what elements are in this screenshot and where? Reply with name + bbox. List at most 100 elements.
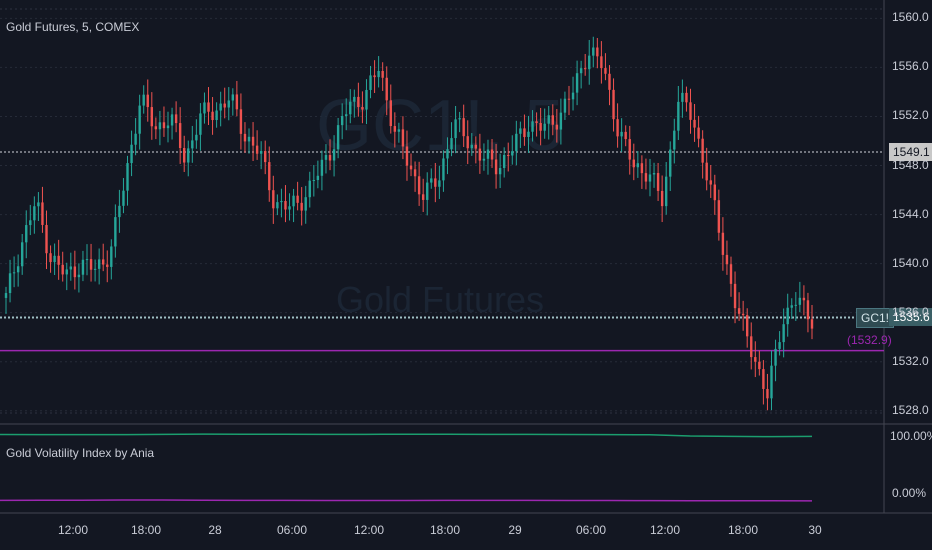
candle-body: [280, 200, 283, 203]
candle-body: [215, 110, 218, 121]
candle-body: [142, 94, 145, 106]
candle-body: [421, 194, 425, 200]
candle-body: [474, 144, 478, 149]
candle-body: [122, 190, 125, 206]
candle-body: [782, 324, 785, 343]
indicator-tick: 100.00%: [890, 429, 932, 443]
candlestick-series[interactable]: [4, 36, 814, 411]
time-tick: 18:00: [728, 523, 759, 537]
candle-body: [150, 107, 154, 127]
candle-body: [648, 174, 652, 182]
indicator-tick: 0.00%: [892, 486, 927, 500]
candle-body: [575, 73, 579, 93]
candle-body: [620, 131, 623, 137]
candle-body: [110, 246, 113, 267]
candle-body: [434, 178, 437, 187]
candle-body: [114, 217, 117, 247]
crosshair-price-label: 1549.1: [889, 143, 932, 161]
candle-body: [446, 149, 449, 159]
candle-body: [697, 127, 700, 139]
candle-body: [430, 178, 433, 183]
candle-body: [357, 96, 360, 108]
time-tick: 18:00: [430, 523, 461, 537]
candle-body: [312, 180, 316, 182]
time-tick: 28: [208, 523, 222, 537]
candle-body: [53, 255, 56, 263]
candle-body: [65, 269, 68, 275]
candle-body: [340, 116, 344, 126]
candle-body: [288, 206, 291, 210]
candle-body: [195, 134, 198, 141]
candle-body: [498, 168, 502, 175]
candle-body: [413, 169, 417, 177]
candle-body: [794, 304, 797, 306]
candle-body: [583, 68, 587, 70]
candle-body: [25, 225, 28, 243]
candle-body: [527, 131, 530, 138]
candle-body: [106, 264, 109, 267]
candle-body: [709, 180, 712, 185]
candle-body: [604, 68, 607, 74]
candle-body: [381, 70, 384, 78]
candle-body: [239, 109, 243, 134]
volatility-indicator[interactable]: [0, 433, 813, 502]
candle-body: [332, 149, 336, 161]
candle-body: [612, 89, 615, 120]
candle-body: [636, 163, 640, 168]
time-tick: 30: [808, 523, 822, 537]
candle-body: [790, 305, 793, 308]
candle-body: [640, 163, 644, 174]
time-tick: 12:00: [58, 523, 89, 537]
candle-body: [211, 111, 214, 121]
candle-body: [762, 369, 765, 389]
candle-body: [393, 126, 397, 132]
symbol-tag: GC1!: [856, 308, 895, 328]
candle-body: [628, 139, 631, 160]
candle-body: [37, 202, 40, 207]
time-tick: 06:00: [277, 523, 308, 537]
candle-body: [656, 173, 660, 191]
candle-body: [689, 102, 692, 120]
candle-body: [409, 165, 413, 170]
candle-body: [450, 138, 453, 150]
candle-body: [134, 133, 137, 145]
candle-body: [669, 149, 672, 177]
candle-body: [8, 273, 12, 294]
candle-body: [247, 136, 251, 142]
candle-body: [336, 125, 340, 150]
candle-body: [466, 136, 469, 149]
candle-body: [255, 145, 259, 154]
candle-body: [251, 136, 255, 146]
candle-body: [12, 272, 16, 274]
candle-body: [770, 365, 773, 399]
candle-body: [199, 113, 202, 135]
candle-body: [721, 232, 725, 255]
candle-body: [345, 114, 348, 117]
candle-body: [227, 100, 230, 108]
candle-body: [405, 146, 409, 166]
candle-body: [300, 202, 303, 211]
candle-body: [304, 197, 307, 211]
grid: [0, 0, 932, 514]
candle-body: [102, 259, 105, 265]
candle-body: [21, 242, 24, 267]
candle-body: [231, 94, 235, 101]
candle-body: [616, 119, 619, 137]
candle-body: [596, 47, 599, 57]
candle-body: [701, 138, 704, 163]
candle-body: [681, 92, 684, 102]
candle-body: [170, 114, 174, 126]
candle-body: [77, 274, 81, 278]
candle-body: [385, 77, 388, 101]
price-tick: 1548.0: [892, 157, 929, 172]
candle-body: [162, 122, 166, 129]
price-tick: 1528.0: [892, 402, 929, 417]
candle-body: [178, 123, 182, 149]
time-tick: 12:00: [354, 523, 385, 537]
candle-body: [490, 149, 494, 160]
candle-body: [207, 102, 210, 112]
candle-body: [571, 92, 575, 100]
candle-body: [551, 115, 554, 125]
price-tick: 1552.0: [892, 108, 929, 123]
